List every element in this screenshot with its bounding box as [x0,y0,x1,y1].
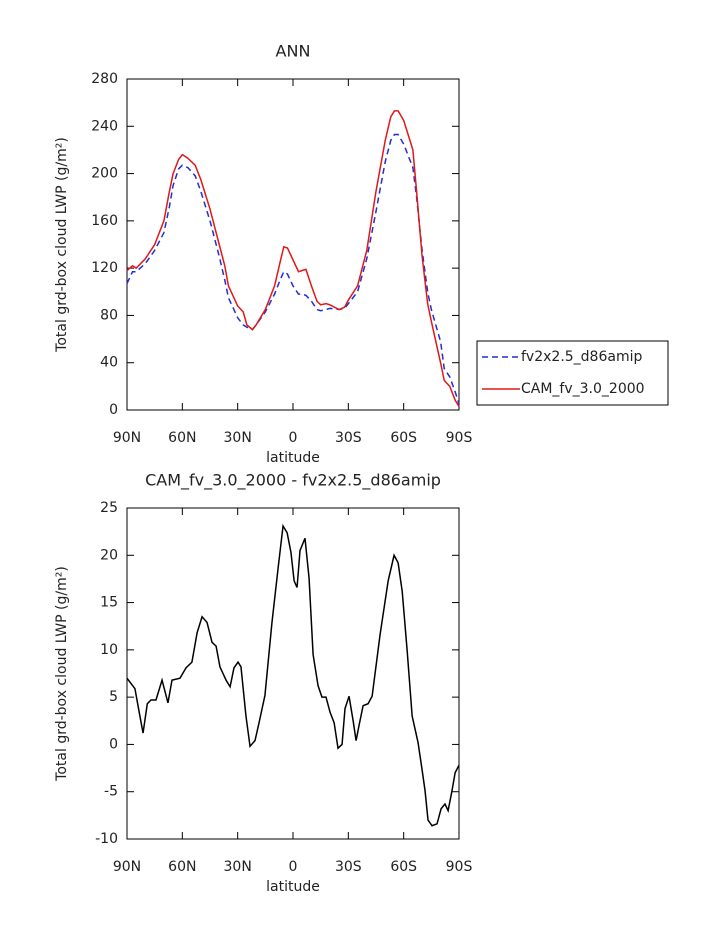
legend-label: CAM_fv_3.0_2000 [521,381,645,397]
x-tick-label: 30N [224,430,252,446]
y-tick-label: 240 [91,118,118,134]
x-tick-label: 90N [113,430,141,446]
x-tick-label: 90S [446,430,473,446]
y-tick-label: -5 [104,784,118,800]
y-tick-label: 80 [100,307,118,323]
y-tick-label: 40 [100,355,118,371]
y-axis-label: Total grd-box cloud LWP (g/m²) [54,137,70,353]
legend-box [476,340,669,406]
data-line [126,110,460,407]
legend-label: fv2x2.5_d86amip [521,349,642,365]
y-tick-label: 160 [91,213,118,229]
chart-title: ANN [276,42,311,61]
x-tick-label: 60N [168,430,196,446]
y-tick-label: 0 [109,402,118,418]
y-tick-label: 20 [100,547,118,563]
y-tick-label: -10 [95,831,118,847]
x-tick-label: 90S [446,859,473,875]
y-tick-label: 0 [109,736,118,752]
x-tick-label: 60S [390,859,417,875]
x-tick-label: 0 [289,430,298,446]
y-axis-label: Total grd-box cloud LWP (g/m²) [54,566,70,782]
x-axis-label: latitude [266,450,320,466]
x-tick-label: 60S [390,430,417,446]
chart-title: CAM_fv_3.0_2000 - fv2x2.5_d86amip [145,471,441,491]
data-line [126,133,460,405]
y-tick-label: 15 [100,595,118,611]
y-tick-label: 10 [100,642,118,658]
x-tick-label: 30S [335,859,362,875]
data-line [126,523,460,827]
x-tick-label: 0 [289,859,298,875]
y-tick-label: 25 [100,500,118,516]
y-tick-label: 5 [109,689,118,705]
x-tick-label: 30N [224,859,252,875]
y-tick-label: 120 [91,260,118,276]
x-axis-label: latitude [266,879,320,895]
y-tick-label: 200 [91,166,118,182]
x-tick-label: 90N [113,859,141,875]
y-tick-label: 280 [91,71,118,87]
x-tick-label: 30S [335,430,362,446]
plot-frame [126,78,460,411]
x-tick-label: 60N [168,859,196,875]
